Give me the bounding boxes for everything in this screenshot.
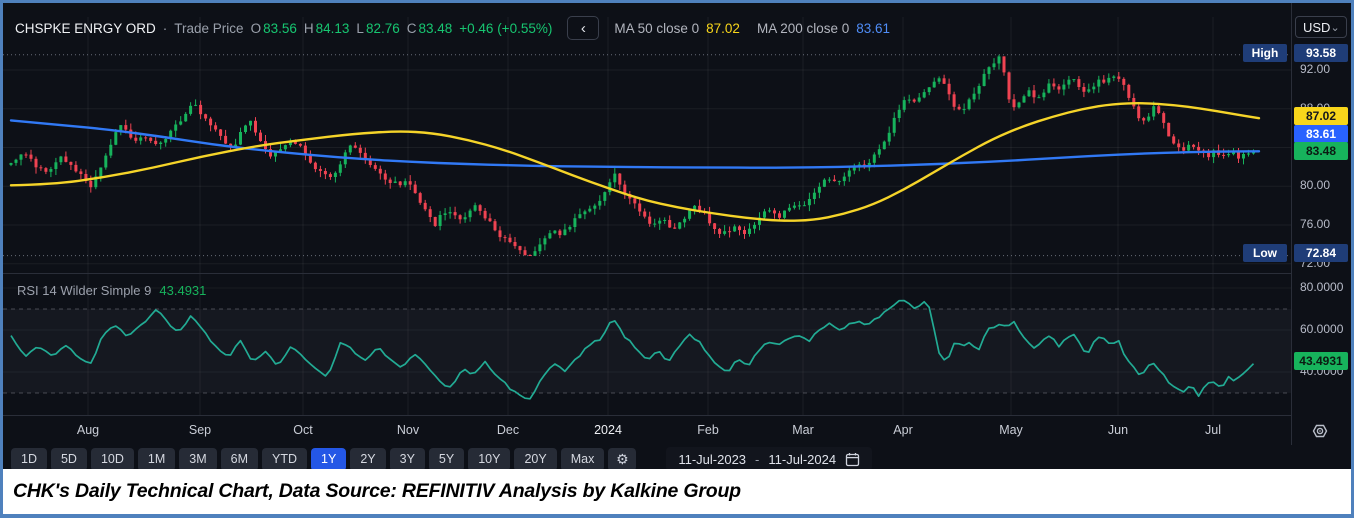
chevron-left-icon: ‹ bbox=[580, 19, 586, 37]
high-value: 84.13 bbox=[315, 20, 350, 36]
high-marker: High bbox=[1243, 44, 1287, 62]
range-button-1M[interactable]: 1M bbox=[137, 447, 176, 469]
price-badge-83.48: 83.48 bbox=[1294, 142, 1348, 160]
range-buttons: 1D 5D 10D 1M 3M 6M YTD 1Y 2Y 3Y 5Y 10Y 20Y Max bbox=[11, 447, 605, 469]
range-button-6M[interactable]: 6M bbox=[220, 447, 259, 469]
calendar-icon bbox=[845, 452, 860, 466]
price-axis[interactable]: USD ⌄ 92.0088.0080.0076.0072.0093.5887.0… bbox=[1291, 3, 1351, 445]
range-button-YTD[interactable]: YTD bbox=[262, 447, 308, 469]
figure-caption-bar: CHK's Daily Technical Chart, Data Source… bbox=[3, 469, 1351, 514]
hexagon-nut-icon bbox=[1312, 424, 1328, 438]
series-label: Trade Price bbox=[174, 20, 244, 36]
time-label-Mar: Mar bbox=[792, 423, 814, 437]
ma200-value: 83.61 bbox=[856, 20, 891, 36]
time-label-Aug: Aug bbox=[76, 423, 100, 437]
time-label-Nov: Nov bbox=[396, 423, 420, 437]
price-axis-tick: 92.00 bbox=[1300, 62, 1331, 76]
range-button-5D[interactable]: 5D bbox=[50, 447, 87, 469]
collapse-legend-button[interactable]: ‹ bbox=[567, 16, 600, 40]
rsi-axis-tick: 60.0000 bbox=[1300, 322, 1344, 336]
range-button-10D[interactable]: 10D bbox=[90, 447, 134, 469]
ma50-value: 87.02 bbox=[706, 20, 740, 36]
time-label-Feb: Feb bbox=[697, 423, 719, 437]
chart-settings-button[interactable]: ⚙ bbox=[608, 447, 637, 469]
low-label: L bbox=[356, 20, 364, 36]
range-button-1Y[interactable]: 1Y bbox=[311, 447, 347, 469]
range-button-3M[interactable]: 3M bbox=[179, 447, 217, 469]
gear-icon: ⚙ bbox=[616, 450, 629, 467]
chevron-down-icon: ⌄ bbox=[1330, 21, 1340, 34]
range-toolbar: 1D 5D 10D 1M 3M 6M YTD 1Y 2Y 3Y 5Y 10Y 20Y Max ⚙ 11-J… bbox=[11, 447, 873, 469]
time-axis[interactable]: Aug Sep Oct Nov Dec 2024 Feb Mar Apr May Jun Jul bbox=[3, 415, 1351, 446]
time-label-Sep: Sep bbox=[188, 423, 212, 437]
low-marker: Low bbox=[1243, 244, 1287, 262]
price-axis-tick: 80.00 bbox=[1300, 178, 1331, 192]
date-to: 11-Jul-2024 bbox=[768, 451, 837, 467]
currency-dropdown[interactable]: USD ⌄ bbox=[1295, 16, 1347, 38]
high-label: H bbox=[303, 20, 314, 36]
figure-caption: CHK's Daily Technical Chart, Data Source… bbox=[13, 480, 741, 502]
time-label-Jul: Jul bbox=[1205, 423, 1221, 437]
price-badge-72.84: 72.84 bbox=[1294, 244, 1348, 262]
price-axis-tick: 76.00 bbox=[1300, 217, 1331, 231]
close-value: 83.48 bbox=[418, 20, 453, 36]
date-separator: - bbox=[755, 451, 760, 467]
range-button-10Y[interactable]: 10Y bbox=[468, 447, 511, 469]
date-range-picker[interactable]: 11-Jul-2023 - 11-Jul-2024 bbox=[666, 447, 873, 469]
rsi-legend: RSI 14 Wilder Simple 9 43.4931 bbox=[17, 283, 206, 298]
time-label-May: May bbox=[999, 423, 1023, 437]
legend-separator: · bbox=[162, 20, 168, 36]
rsi-indicator-value: 43.4931 bbox=[159, 283, 207, 298]
rsi-axis-tick: 80.0000 bbox=[1300, 280, 1344, 294]
price-badge-93.58: 93.58 bbox=[1294, 44, 1348, 62]
date-from: 11-Jul-2023 bbox=[678, 451, 747, 467]
range-button-5Y[interactable]: 5Y bbox=[428, 447, 465, 469]
symbol-name: CHSPKE ENRGY ORD bbox=[15, 20, 156, 36]
time-label-Jun: Jun bbox=[1107, 423, 1129, 437]
close-label: C bbox=[406, 20, 417, 36]
time-label-Dec: Dec bbox=[496, 423, 520, 437]
range-button-20Y[interactable]: 20Y bbox=[514, 447, 557, 469]
low-value: 82.76 bbox=[365, 20, 400, 36]
panel-separator[interactable] bbox=[3, 273, 1351, 274]
scale-settings-button[interactable] bbox=[1309, 420, 1331, 442]
rsi-value-badge: 43.4931 bbox=[1294, 352, 1348, 370]
change-value: +0.46 (+0.55%) bbox=[459, 20, 553, 36]
price-badge-83.61: 83.61 bbox=[1294, 125, 1348, 143]
chart-canvas[interactable] bbox=[3, 3, 1351, 445]
time-label-Oct: Oct bbox=[293, 423, 313, 437]
open-value: 83.56 bbox=[263, 20, 297, 36]
range-button-1D[interactable]: 1D bbox=[11, 447, 47, 469]
currency-label: USD bbox=[1303, 19, 1331, 35]
range-button-Max[interactable]: Max bbox=[560, 447, 605, 469]
range-button-2Y[interactable]: 2Y bbox=[350, 447, 386, 469]
range-button-3Y[interactable]: 3Y bbox=[389, 447, 425, 469]
price-badge-87.02: 87.02 bbox=[1294, 107, 1348, 125]
time-label-Apr: Apr bbox=[893, 423, 913, 437]
ma50-label: MA 50 close 0 bbox=[614, 20, 700, 36]
open-label: O bbox=[250, 20, 262, 36]
rsi-indicator-name: RSI 14 Wilder Simple 9 bbox=[17, 283, 152, 298]
time-label-2024: 2024 bbox=[594, 423, 622, 437]
ma200-label: MA 200 close 0 bbox=[756, 20, 850, 36]
